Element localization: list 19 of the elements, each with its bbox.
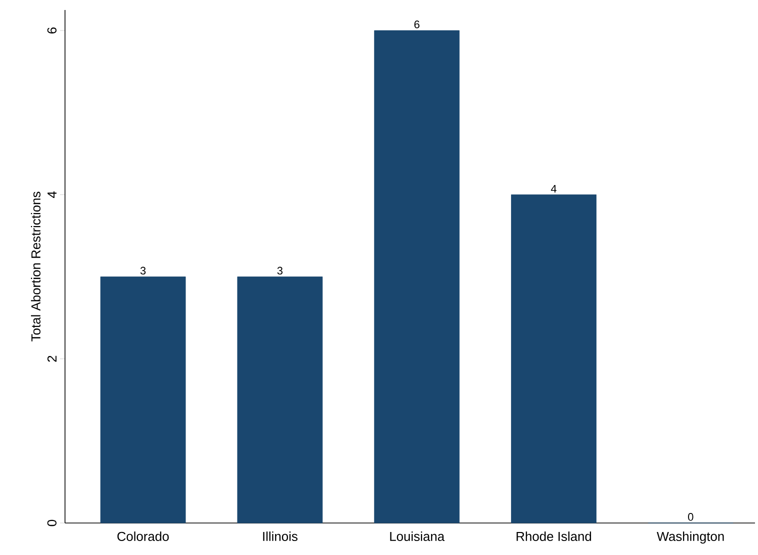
data-label: 6 bbox=[414, 20, 420, 28]
y-tick-label: 2 bbox=[47, 356, 56, 362]
y-axis-title: Total Abortion Restrictions bbox=[30, 192, 40, 342]
y-tick-label: 6 bbox=[47, 27, 56, 34]
bar bbox=[100, 276, 186, 524]
data-label: 4 bbox=[550, 184, 556, 192]
bar bbox=[511, 194, 596, 524]
x-tick-label: Washington bbox=[656, 532, 724, 544]
y-tick-label: 4 bbox=[48, 191, 56, 198]
x-tick-label: Illinois bbox=[263, 532, 298, 542]
bar bbox=[374, 30, 460, 524]
x-tick-label: Rhode Island bbox=[516, 532, 592, 542]
y-tick-label: 0 bbox=[47, 520, 56, 526]
data-label: 3 bbox=[140, 266, 146, 275]
x-tick-label: Colorado bbox=[117, 532, 169, 542]
x-tick-label: Louisiana bbox=[390, 532, 445, 542]
data-label: 0 bbox=[688, 513, 694, 521]
bar bbox=[237, 276, 323, 524]
data-label: 3 bbox=[277, 266, 283, 275]
